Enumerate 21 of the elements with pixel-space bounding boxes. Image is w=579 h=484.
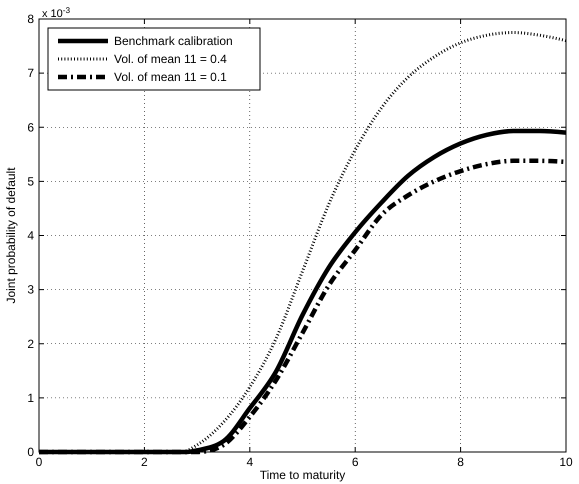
- x-tick-label: 4: [246, 455, 254, 469]
- y-tick-label: 4: [27, 228, 34, 242]
- y-tick-label: 5: [27, 174, 34, 188]
- legend-label: Vol. of mean 11 = 0.4: [114, 52, 228, 66]
- y-tick-label: 7: [27, 66, 34, 80]
- x-tick-label: 8: [457, 455, 464, 469]
- x-tick-label: 6: [352, 455, 359, 469]
- y-tick-label: 3: [27, 282, 34, 297]
- annotation: x 10$^{-3}$: [42, 6, 71, 20]
- y-axis-title: Joint probability of default: [4, 166, 18, 304]
- y-tick-label: 1: [27, 390, 34, 405]
- y-tick-label: 0: [27, 445, 34, 459]
- x-tick-label: 10: [559, 455, 573, 469]
- x-tick-label: 2: [141, 455, 148, 469]
- legend-label: Vol. of mean 11 = 0.1: [114, 70, 228, 84]
- x-axis-title: Time to maturity: [260, 468, 346, 482]
- legend-label: Benchmark calibration: [114, 34, 233, 48]
- y-tick-label: 2: [27, 336, 34, 351]
- x-tick-label: 0: [36, 455, 43, 469]
- y-tick-label: 6: [27, 120, 34, 134]
- y-tick-label: 8: [27, 12, 34, 26]
